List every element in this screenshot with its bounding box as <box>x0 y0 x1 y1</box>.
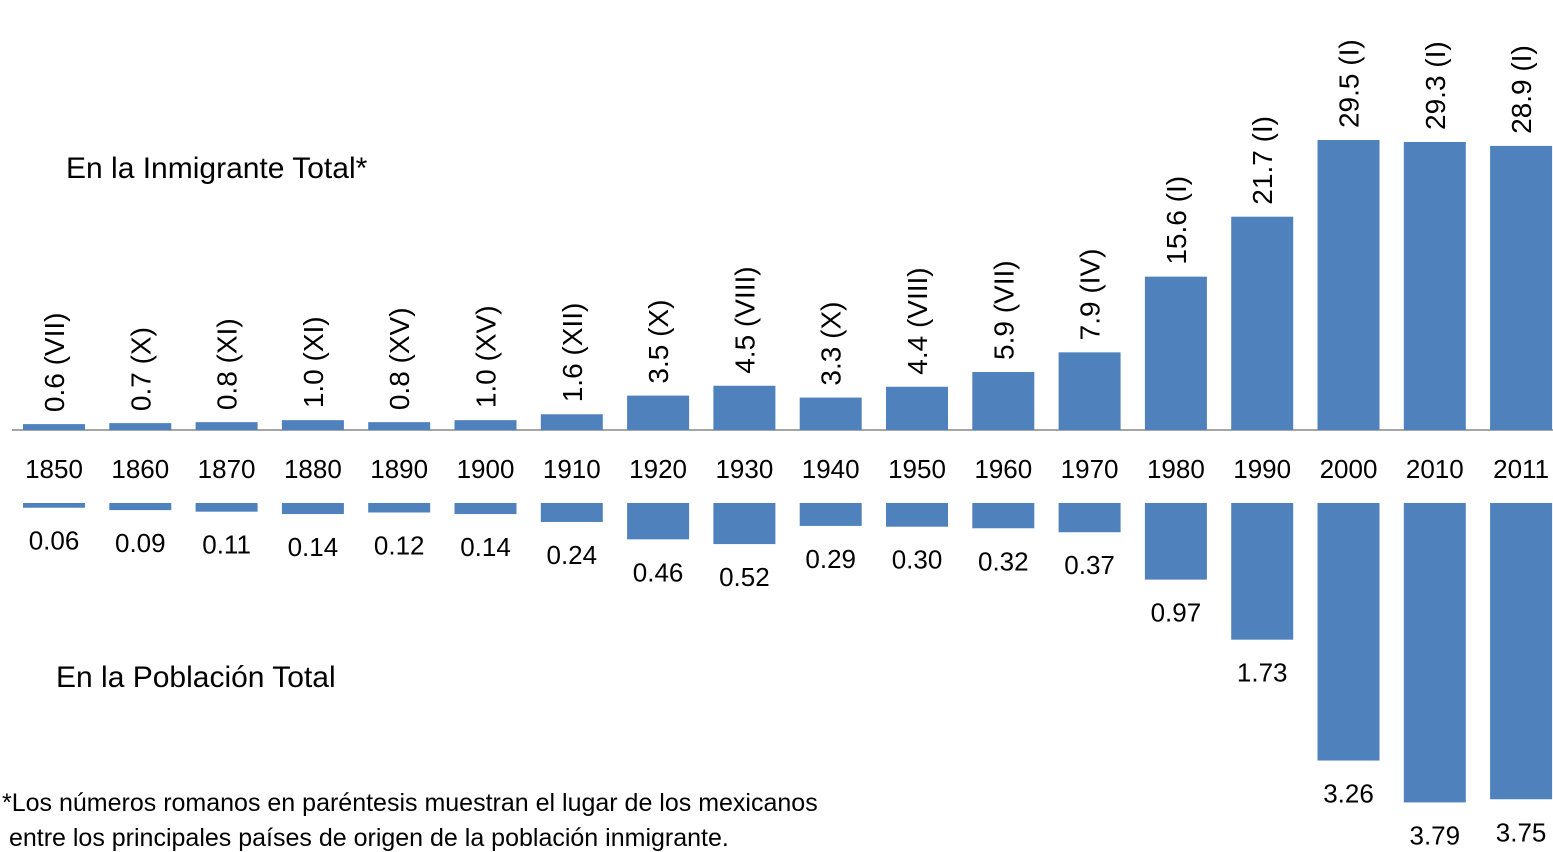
data-label: 0.8 (XI) <box>212 318 243 410</box>
data-label: 3.5 (X) <box>643 300 674 384</box>
x-tick-label: 1870 <box>198 454 256 484</box>
x-tick-label: 1990 <box>1233 454 1291 484</box>
data-label: 29.3 (I) <box>1420 41 1451 130</box>
data-label: 21.7 (I) <box>1247 116 1278 205</box>
data-label: 0.6 (VII) <box>39 313 70 413</box>
bar <box>1058 352 1121 430</box>
data-label: 0.24 <box>546 540 597 570</box>
bar <box>1144 276 1207 430</box>
bar <box>109 423 172 430</box>
data-label: 0.12 <box>374 530 425 560</box>
bar <box>713 385 776 430</box>
data-label: 0.32 <box>978 546 1029 576</box>
bar <box>1490 503 1553 800</box>
bar <box>627 503 690 540</box>
bar <box>713 503 776 545</box>
bar <box>23 424 85 430</box>
data-label: 0.97 <box>1151 598 1202 628</box>
bar <box>368 503 431 513</box>
data-label: 0.29 <box>805 544 856 574</box>
bar <box>368 422 431 430</box>
data-label: 1.6 (XII) <box>557 303 588 403</box>
data-label: 0.46 <box>633 557 684 587</box>
x-tick-label: 1940 <box>802 454 860 484</box>
bar <box>886 503 948 527</box>
x-tick-label: 1880 <box>284 454 342 484</box>
bar <box>540 414 603 430</box>
series-label: En la Población Total <box>56 661 336 694</box>
data-label: 3.75 <box>1496 817 1547 847</box>
data-label: 0.09 <box>115 528 166 558</box>
x-tick-label: 1860 <box>111 454 169 484</box>
bar <box>972 503 1035 529</box>
bar <box>799 503 862 526</box>
data-label: 0.7 (X) <box>125 327 156 411</box>
data-label: 0.11 <box>202 530 251 560</box>
x-tick-label: 1980 <box>1147 454 1205 484</box>
data-label: 0.30 <box>892 545 943 575</box>
bar <box>281 420 344 430</box>
data-label: 1.73 <box>1237 658 1288 688</box>
data-label: 1.0 (XV) <box>471 305 502 408</box>
bar <box>23 503 85 508</box>
x-tick-label: 1890 <box>370 454 428 484</box>
x-tick-label: 2000 <box>1320 454 1378 484</box>
data-label: 0.37 <box>1064 550 1115 580</box>
x-tick-label: 1970 <box>1061 454 1119 484</box>
bar <box>540 503 603 522</box>
bar <box>454 420 517 430</box>
bar <box>627 395 690 430</box>
data-label: 28.9 (I) <box>1506 45 1537 134</box>
data-label: 0.06 <box>29 526 80 556</box>
data-label: 5.9 (VII) <box>988 260 1019 360</box>
bar <box>281 503 344 515</box>
data-label: 4.4 (VIII) <box>902 267 933 374</box>
footnote: entre los principales países de origen d… <box>2 824 729 852</box>
data-label: 4.5 (VIII) <box>729 266 760 373</box>
bar <box>195 503 258 512</box>
x-tick-label: 1960 <box>974 454 1032 484</box>
bar <box>1144 503 1207 580</box>
bar <box>886 386 948 430</box>
bar <box>109 503 172 511</box>
x-tick-label: 1950 <box>888 454 946 484</box>
data-label: 0.8 (XV) <box>384 307 415 410</box>
data-label: 29.5 (I) <box>1334 39 1365 128</box>
data-label: 0.14 <box>460 532 511 562</box>
bar <box>195 422 258 430</box>
bar <box>972 372 1035 430</box>
bar <box>1231 216 1294 430</box>
x-tick-label: 1930 <box>715 454 773 484</box>
bar <box>799 397 862 430</box>
bar <box>1490 145 1553 430</box>
data-label: 3.3 (X) <box>816 302 847 386</box>
bar <box>454 503 517 515</box>
bar <box>1403 503 1466 803</box>
data-label: 7.9 (IV) <box>1075 249 1106 341</box>
bar <box>1317 503 1380 761</box>
x-tick-label: 1850 <box>25 454 83 484</box>
x-tick-label: 1910 <box>543 454 601 484</box>
data-label: 3.26 <box>1323 779 1374 809</box>
bar <box>1403 141 1466 430</box>
bar <box>1058 503 1121 533</box>
x-tick-label: 1900 <box>457 454 515 484</box>
x-tick-label: 1920 <box>629 454 687 484</box>
data-label: 15.6 (I) <box>1161 176 1192 265</box>
data-label: 3.79 <box>1409 820 1460 850</box>
bar <box>1231 503 1294 640</box>
footnote: *Los números romanos en paréntesis muest… <box>2 789 818 817</box>
series-label: En la Inmigrante Total* <box>66 152 368 185</box>
x-tick-label: 2010 <box>1406 454 1464 484</box>
data-label: 1.0 (XI) <box>298 316 329 408</box>
data-label: 0.14 <box>288 532 339 562</box>
x-tick-label: 2011 <box>1493 454 1549 484</box>
bar <box>1317 140 1380 430</box>
data-label: 0.52 <box>719 562 770 592</box>
